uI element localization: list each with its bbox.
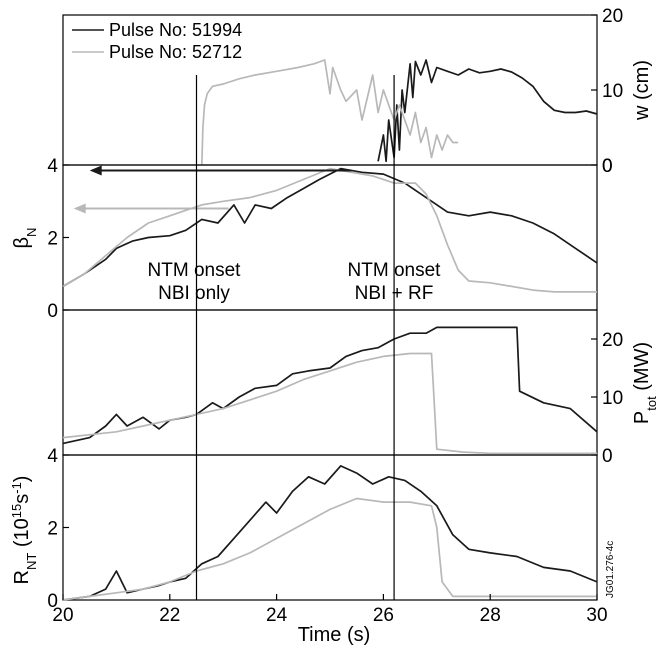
panel-beta: 0 2 4 0 βN xyxy=(11,156,613,322)
y-axis-label-beta: βN xyxy=(11,228,39,249)
corner-code: JG01.276-4c xyxy=(605,541,616,598)
x-tick-label: 22 xyxy=(159,605,180,626)
panel-ptot: 0 10 20 Ptot (MW) xyxy=(62,309,659,467)
x-tick-label: 26 xyxy=(373,605,394,626)
annotation-ntm-onset-nbi-only-line2: NBI only xyxy=(158,283,230,304)
legend-label-51994: Pulse No: 51994 xyxy=(109,20,242,40)
x-axis-label: Time (s) xyxy=(298,624,371,646)
y-axis-label-rnt: RNT (1015s-1) xyxy=(9,476,39,585)
annotation-ntm-onset-nbi-only-line1: NTM onset xyxy=(148,260,242,281)
series-line-ptot-52712 xyxy=(62,352,597,455)
panel-frame-beta xyxy=(62,164,598,311)
annotation-ntm-onset-nbi-rf-line1: NTM onset xyxy=(348,260,442,281)
series-line-ptot-51994 xyxy=(62,326,598,445)
y-tick-label-rnt: 0 xyxy=(47,591,58,612)
y-axis-label-ptot: Ptot (MW) xyxy=(631,342,659,424)
y-tick-label-rnt: 4 xyxy=(47,446,58,467)
y-axis-label-w: w (cm) xyxy=(631,60,653,121)
arrow-head-1 xyxy=(73,203,86,214)
legend-label-52712: Pulse No: 52712 xyxy=(109,42,242,62)
y-tick-label-w: 20 xyxy=(602,6,623,27)
y-tick-label-beta: 2 xyxy=(47,229,58,250)
series-line-rnt-51994 xyxy=(62,465,598,601)
y-tick-label-ptot: 0 xyxy=(602,446,613,467)
x-tick-label: 28 xyxy=(480,605,501,626)
legend: Pulse No: 51994 Pulse No: 52712 xyxy=(72,20,242,62)
x-tick-label: 20 xyxy=(52,605,73,626)
y-tick-label-rnt: 2 xyxy=(47,519,58,540)
y-tick-label-beta: 4 xyxy=(47,156,58,177)
series-line-beta-52712 xyxy=(62,167,597,293)
y-tick-label-beta: 0 xyxy=(47,301,58,322)
y-tick-label-ptot: 20 xyxy=(602,330,623,351)
y-tick-label-w: 0 xyxy=(602,156,613,177)
y-tick-label-ptot: 10 xyxy=(602,388,623,409)
panel-rnt: 0 2 4 RNT (1015s-1) xyxy=(9,446,598,612)
series-line-w-51994 xyxy=(377,59,598,163)
series-line-rnt-52712 xyxy=(62,497,597,601)
series-line-w-52712 xyxy=(200,59,459,166)
x-tick-label: 24 xyxy=(266,605,288,626)
arrow-head-0 xyxy=(89,165,102,176)
y-tick-label-w: 10 xyxy=(602,81,623,102)
series-line-beta-51994 xyxy=(62,167,598,288)
markers xyxy=(195,75,395,600)
x-tick-label: 30 xyxy=(586,605,607,626)
y-tick-label-right-beta: 0 xyxy=(602,156,613,177)
annotation-ntm-onset-nbi-rf-line2: NBI + RF xyxy=(355,283,434,304)
